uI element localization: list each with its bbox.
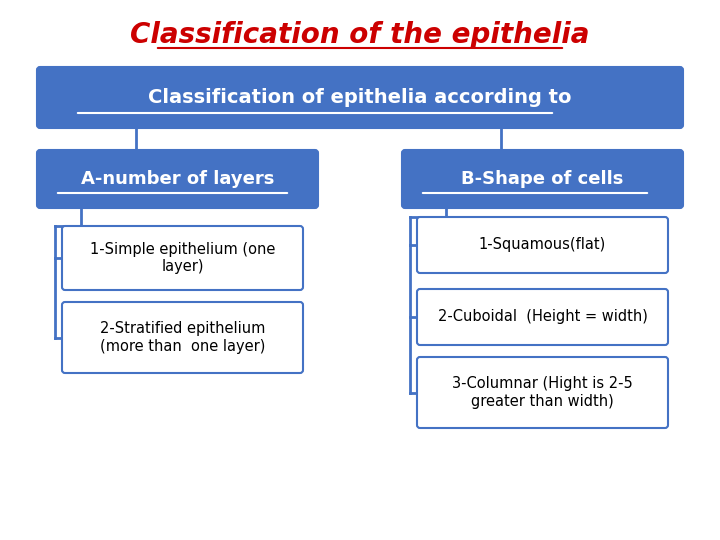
FancyBboxPatch shape — [62, 302, 303, 373]
FancyBboxPatch shape — [417, 217, 668, 273]
FancyBboxPatch shape — [402, 150, 683, 208]
FancyBboxPatch shape — [417, 289, 668, 345]
Text: 1-Squamous(flat): 1-Squamous(flat) — [479, 238, 606, 253]
FancyBboxPatch shape — [417, 357, 668, 428]
Text: Classification of epithelia according to: Classification of epithelia according to — [148, 88, 572, 107]
Text: Classification of the epithelia: Classification of the epithelia — [130, 21, 590, 49]
Text: A-number of layers: A-number of layers — [81, 170, 274, 188]
FancyBboxPatch shape — [37, 150, 318, 208]
FancyBboxPatch shape — [62, 226, 303, 290]
FancyBboxPatch shape — [37, 67, 683, 128]
Text: 3-Columnar (Hight is 2-5
greater than width): 3-Columnar (Hight is 2-5 greater than wi… — [452, 376, 633, 409]
Text: 2-Cuboidal  (Height = width): 2-Cuboidal (Height = width) — [438, 309, 647, 325]
Text: B-Shape of cells: B-Shape of cells — [462, 170, 624, 188]
Text: 2-Stratified epithelium
(more than  one layer): 2-Stratified epithelium (more than one l… — [100, 321, 265, 354]
Text: 1-Simple epithelium (one
layer): 1-Simple epithelium (one layer) — [90, 242, 275, 274]
